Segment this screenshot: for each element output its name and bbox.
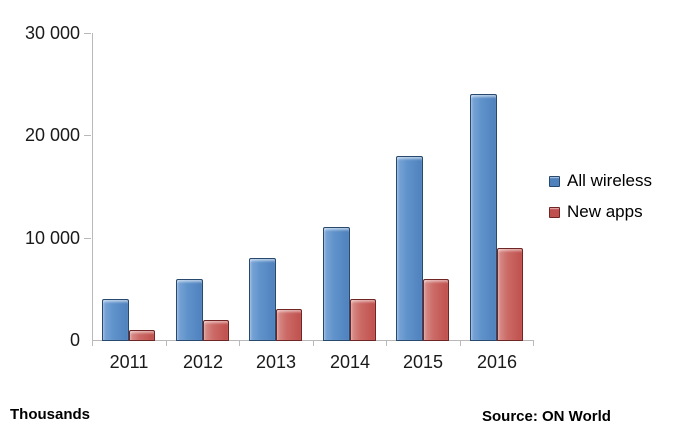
- bar-all-wireless-2015: [396, 156, 423, 341]
- source-label: Source: ON World: [482, 408, 611, 425]
- x-tick-label: 2012: [182, 352, 224, 372]
- legend-label: New apps: [567, 202, 643, 221]
- x-tick-mark: [92, 341, 93, 346]
- y-axis-line: [92, 33, 93, 341]
- x-tick-label: 2016: [476, 352, 518, 372]
- x-tick-label: 2011: [109, 352, 149, 372]
- legend-swatch-all-wireless: [549, 175, 560, 187]
- x-tick-mark: [166, 341, 167, 346]
- y-tick-label: 20 000: [24, 125, 80, 146]
- bar-all-wireless-2013: [249, 258, 276, 341]
- bar-new-apps-2015: [423, 279, 449, 341]
- axis-unit-label: Thousands: [10, 406, 91, 423]
- legend: All wireless New apps: [549, 171, 652, 233]
- bar-new-apps-2014: [350, 299, 376, 341]
- y-tick-label: 0: [69, 330, 80, 350]
- bar-all-wireless-2016: [470, 94, 497, 341]
- bar-all-wireless-2014: [323, 227, 350, 341]
- y-tick-mark: [84, 135, 91, 136]
- x-tick-mark: [386, 341, 387, 346]
- bar-all-wireless-2011: [102, 299, 129, 341]
- x-tick-label: 2013: [255, 352, 297, 372]
- x-axis-line: [92, 340, 534, 341]
- x-tick-label: 2014: [329, 352, 371, 372]
- x-tick-mark: [239, 341, 240, 346]
- legend-label: All wireless: [567, 171, 653, 190]
- bar-new-apps-2016: [497, 248, 523, 341]
- legend-item-new-apps: New apps: [549, 202, 652, 222]
- y-tick-label: 10 000: [24, 227, 80, 248]
- bar-new-apps-2012: [203, 320, 229, 341]
- bar-new-apps-2011: [129, 330, 155, 341]
- legend-swatch-new-apps: [549, 206, 560, 218]
- bar-all-wireless-2012: [176, 279, 203, 341]
- bar-new-apps-2013: [276, 309, 302, 341]
- y-tick-mark: [84, 238, 91, 239]
- legend-item-all-wireless: All wireless: [549, 171, 652, 191]
- x-tick-label: 2015: [402, 352, 444, 372]
- x-tick-mark: [313, 341, 314, 346]
- y-tick-mark: [84, 33, 91, 34]
- x-tick-mark: [533, 341, 534, 346]
- x-tick-mark: [460, 341, 461, 346]
- y-tick-label: 30 000: [24, 23, 80, 43]
